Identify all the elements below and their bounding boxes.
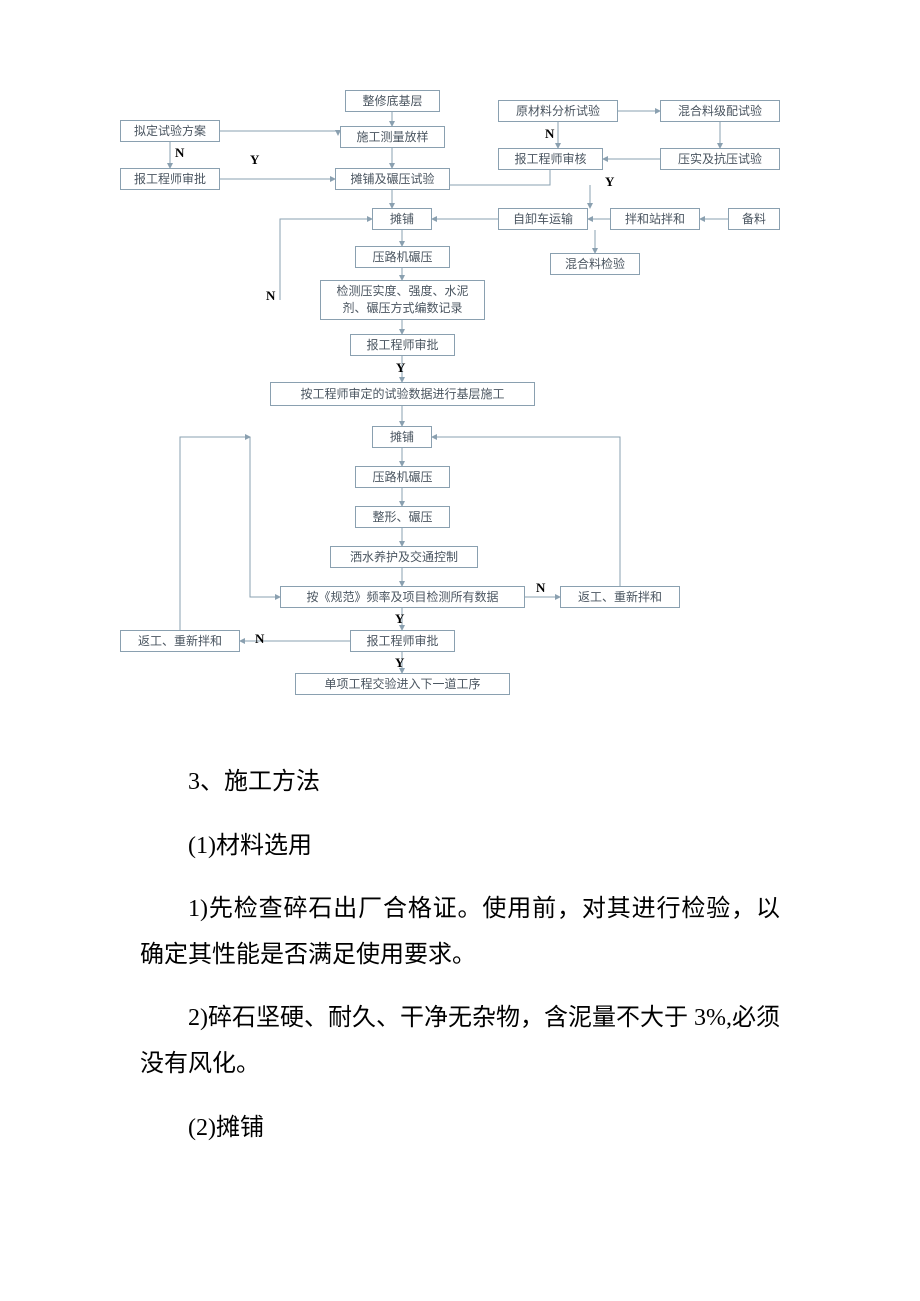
flow-node-n_stock: 备料 <box>728 208 780 230</box>
heading-material: (1)材料选用 <box>140 824 780 870</box>
flow-node-n_mix: 混合料级配试验 <box>660 100 780 122</box>
flow-node-n_roll1: 压路机碾压 <box>355 246 450 268</box>
flow-label-l1: N <box>175 145 184 161</box>
paragraph-1: 1)先检查碎石出厂合格证。使用前，对其进行检验，以确定其性能是否满足使用要求。 <box>140 887 780 978</box>
flow-node-n_mixstn: 拌和站拌和 <box>610 208 700 230</box>
flow-node-n_base: 按工程师审定的试验数据进行基层施工 <box>270 382 535 406</box>
flow-node-n_appr3: 报工程师审批 <box>350 334 455 356</box>
flow-label-l4: Y <box>605 174 614 190</box>
flow-label-l10: Y <box>395 655 404 671</box>
flow-node-n_raw: 原材料分析试验 <box>498 100 618 122</box>
flow-node-n_dump: 自卸车运输 <box>498 208 588 230</box>
flowchart-container: 整修底基层拟定试验方案施工测量放样报工程师审批摊铺及碾压试验原材料分析试验混合料… <box>120 90 800 710</box>
flow-node-n_survey: 施工测量放样 <box>340 126 445 148</box>
edge-30 <box>180 437 250 630</box>
flow-node-n_roll2: 压路机碾压 <box>355 466 450 488</box>
paragraph-2: 2)碎石坚硬、耐久、干净无杂物，含泥量不大于 3%,必须没有风化。 <box>140 996 780 1087</box>
flow-label-l7: N <box>536 580 545 596</box>
flow-node-n_pave2: 摊铺 <box>372 426 432 448</box>
flow-label-l8: Y <box>395 611 404 627</box>
flow-label-l3: N <box>545 126 554 142</box>
flow-node-n_water: 洒水养护及交通控制 <box>330 546 478 568</box>
flow-node-n_top: 整修底基层 <box>345 90 440 112</box>
flow-label-l6: Y <box>396 360 405 376</box>
flow-node-n_comp: 压实及抗压试验 <box>660 148 780 170</box>
flow-node-n_check: 检测压实度、强度、水泥剂、碾压方式编数记录 <box>320 280 485 320</box>
flow-node-n_shape: 整形、碾压 <box>355 506 450 528</box>
flow-node-n_final: 单项工程交验进入下一道工序 <box>295 673 510 695</box>
flow-label-l2: Y <box>250 152 259 168</box>
body-text: 3、施工方法 (1)材料选用 1)先检查碎石出厂合格证。使用前，对其进行检验，以… <box>140 760 780 1169</box>
flow-label-l9: N <box>255 631 264 647</box>
flow-node-n_rework1: 返工、重新拌和 <box>120 630 240 652</box>
flow-node-n_appr4: 报工程师审批 <box>350 630 455 652</box>
flow-node-n_appr2: 报工程师审核 <box>498 148 603 170</box>
flow-node-n_mchk: 混合料检验 <box>550 253 640 275</box>
flow-node-n_plan: 拟定试验方案 <box>120 120 220 142</box>
edge-3 <box>220 131 338 135</box>
heading-methods: 3、施工方法 <box>140 760 780 806</box>
heading-paving: (2)摊铺 <box>140 1106 780 1152</box>
flow-node-n_freq: 按《规范》频率及项目检测所有数据 <box>280 586 525 608</box>
flow-node-n_rework2: 返工、重新拌和 <box>560 586 680 608</box>
flow-node-n_trial: 摊铺及碾压试验 <box>335 168 450 190</box>
flow-label-l5: N <box>266 288 275 304</box>
edge-27 <box>250 437 280 597</box>
flow-node-n_appr1: 报工程师审批 <box>120 168 220 190</box>
flow-node-n_pave1: 摊铺 <box>372 208 432 230</box>
